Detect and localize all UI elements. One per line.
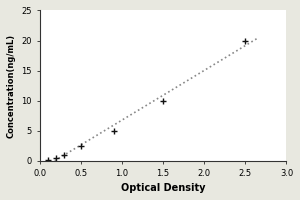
Point — [54, 156, 58, 159]
Point — [62, 153, 67, 156]
Point — [78, 144, 83, 147]
Y-axis label: Concentration(ng/mL): Concentration(ng/mL) — [7, 34, 16, 138]
Point — [243, 39, 248, 42]
X-axis label: Optical Density: Optical Density — [121, 183, 205, 193]
Point — [46, 159, 50, 162]
Point — [160, 99, 165, 102]
Point — [111, 129, 116, 132]
